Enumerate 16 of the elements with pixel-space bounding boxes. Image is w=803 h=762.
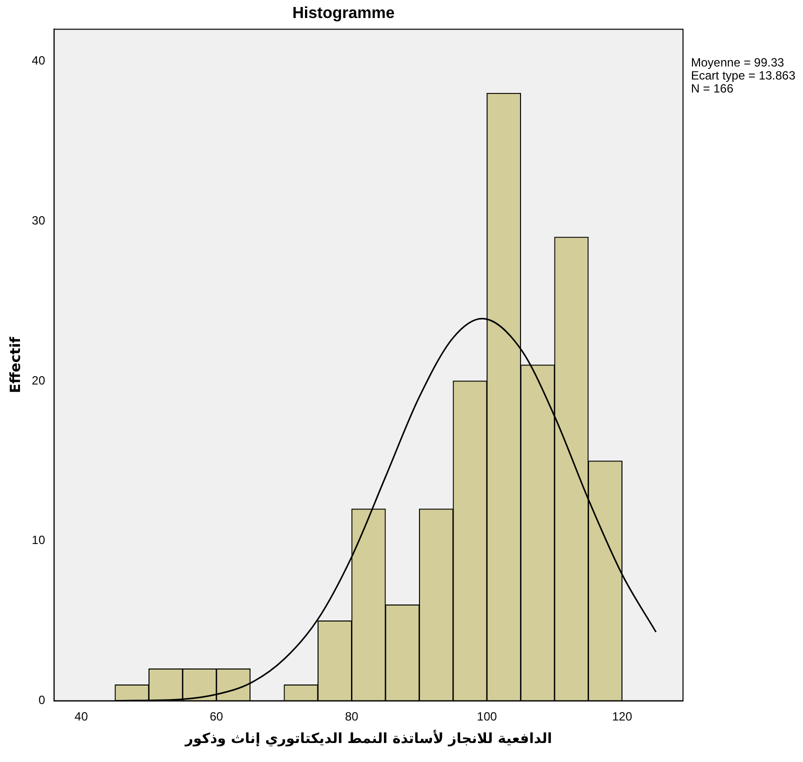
text: Ecart type = 13.863 bbox=[691, 68, 796, 83]
chart-title: Histogramme bbox=[292, 5, 395, 22]
x-tick-label: 120 bbox=[612, 709, 632, 724]
y-tick-label: 30 bbox=[32, 213, 46, 228]
x-axis-title: الدافعية للانجاز لأساتذة النمط الديكتاتوري إناث وذكور bbox=[184, 729, 552, 748]
x-tick-label: 60 bbox=[210, 709, 224, 724]
y-tick-label: 10 bbox=[32, 533, 46, 548]
text: N = 166 bbox=[691, 82, 734, 96]
text: Moyenne = 99.33 bbox=[691, 56, 784, 70]
x-tick-label: 100 bbox=[476, 709, 498, 724]
x-tick-label: 80 bbox=[344, 709, 359, 724]
y-tick-label: 0 bbox=[38, 693, 46, 708]
y-tick-label: 20 bbox=[32, 373, 46, 388]
y-axis-title: Effectif bbox=[8, 336, 24, 394]
x-tick-label: 40 bbox=[74, 709, 88, 724]
y-tick-label: 40 bbox=[32, 53, 46, 68]
